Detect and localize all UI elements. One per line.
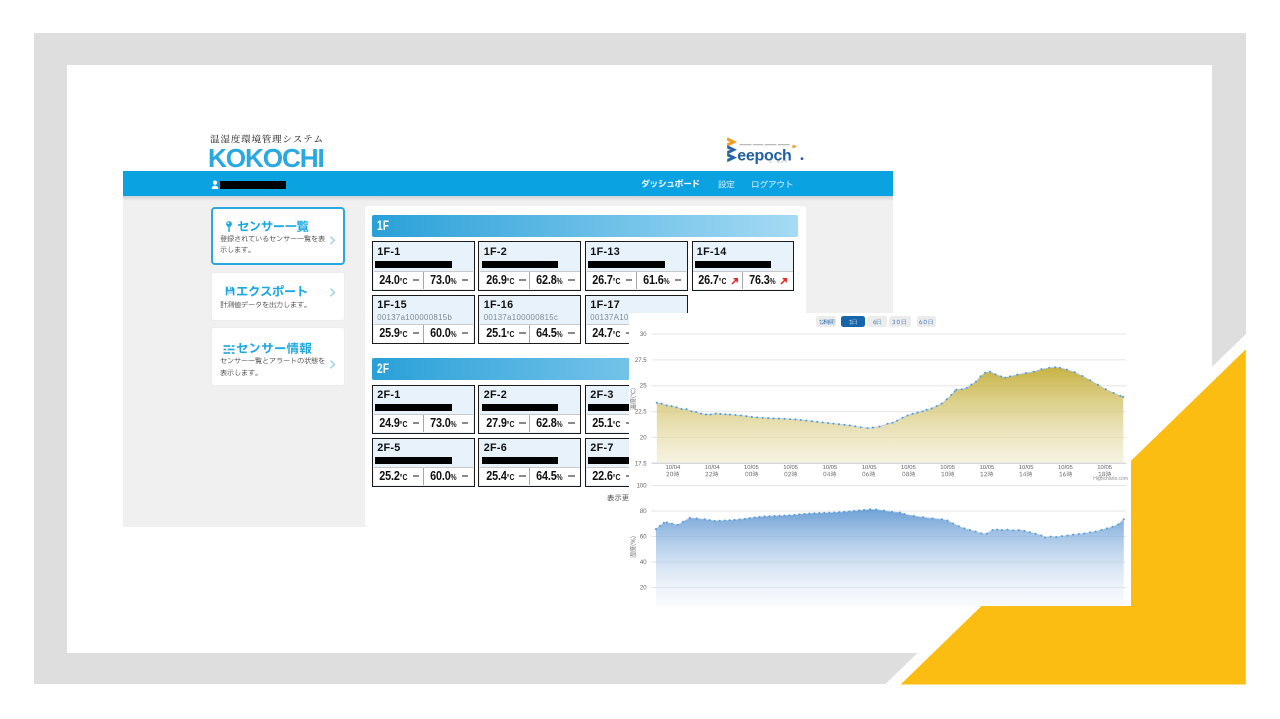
svg-text:20: 20 (640, 435, 647, 441)
svg-text:80: 80 (640, 509, 647, 515)
svg-text:27.5: 27.5 (635, 358, 647, 364)
svg-text:40: 40 (640, 560, 647, 566)
svg-text:30: 30 (640, 332, 647, 338)
svg-text:25: 25 (640, 384, 647, 390)
svg-text:17.5: 17.5 (635, 461, 647, 467)
svg-text:22.5: 22.5 (635, 410, 647, 416)
svg-text:eepoch: eepoch (737, 147, 791, 164)
svg-text:60: 60 (640, 535, 647, 541)
svg-text:Highcharts.com: Highcharts.com (1093, 476, 1128, 482)
svg-text:20: 20 (640, 586, 647, 592)
svg-text:100: 100 (637, 484, 648, 490)
